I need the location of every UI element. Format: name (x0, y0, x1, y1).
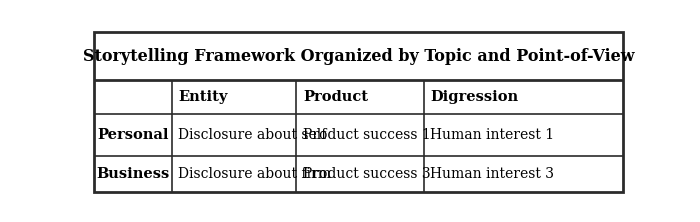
Text: Entity: Entity (178, 90, 228, 104)
Text: Product success 3: Product success 3 (303, 167, 430, 181)
Text: Personal: Personal (97, 128, 169, 142)
Text: Human interest 3: Human interest 3 (430, 167, 554, 181)
Text: Product success 1: Product success 1 (303, 128, 430, 142)
Text: Storytelling Framework Organized by Topic and Point-of-View: Storytelling Framework Organized by Topi… (83, 48, 634, 65)
Text: Disclosure about self: Disclosure about self (178, 128, 326, 142)
Text: Digression: Digression (430, 90, 519, 104)
Text: Disclosure about firm: Disclosure about firm (178, 167, 331, 181)
Text: Human interest 1: Human interest 1 (430, 128, 554, 142)
Text: Product: Product (303, 90, 368, 104)
Text: Business: Business (96, 167, 169, 181)
